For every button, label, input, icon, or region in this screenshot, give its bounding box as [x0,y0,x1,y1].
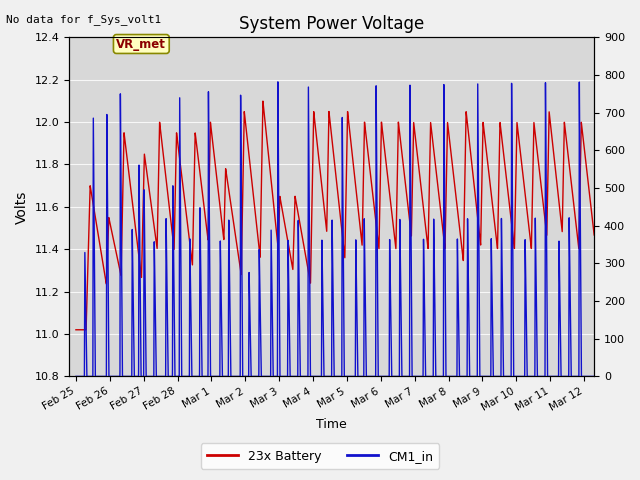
23x Battery [99,257,106,263]
CM1_in [383,373,390,379]
23x Battery [461,158,469,164]
Line: 23x Battery: 23x Battery [76,101,601,330]
23x Battery [262,129,270,134]
23x Battery [72,327,80,333]
CM1_in [490,369,497,375]
X-axis label: Time: Time [316,419,347,432]
Text: VR_met: VR_met [116,37,166,50]
CM1_in [597,373,605,379]
Text: No data for f_Sys_volt1: No data for f_Sys_volt1 [6,14,162,25]
23x Battery [597,291,605,297]
CM1_in [461,373,469,379]
23x Battery [383,165,390,170]
CM1_in [274,79,282,85]
CM1_in [262,373,270,379]
23x Battery [259,98,267,104]
23x Battery [406,217,413,223]
23x Battery [490,208,497,214]
Line: CM1_in: CM1_in [76,82,601,376]
CM1_in [406,373,413,379]
Title: System Power Voltage: System Power Voltage [239,15,424,33]
Y-axis label: Volts: Volts [15,190,29,224]
Legend: 23x Battery, CM1_in: 23x Battery, CM1_in [201,444,439,469]
CM1_in [99,373,106,379]
CM1_in [72,373,80,379]
